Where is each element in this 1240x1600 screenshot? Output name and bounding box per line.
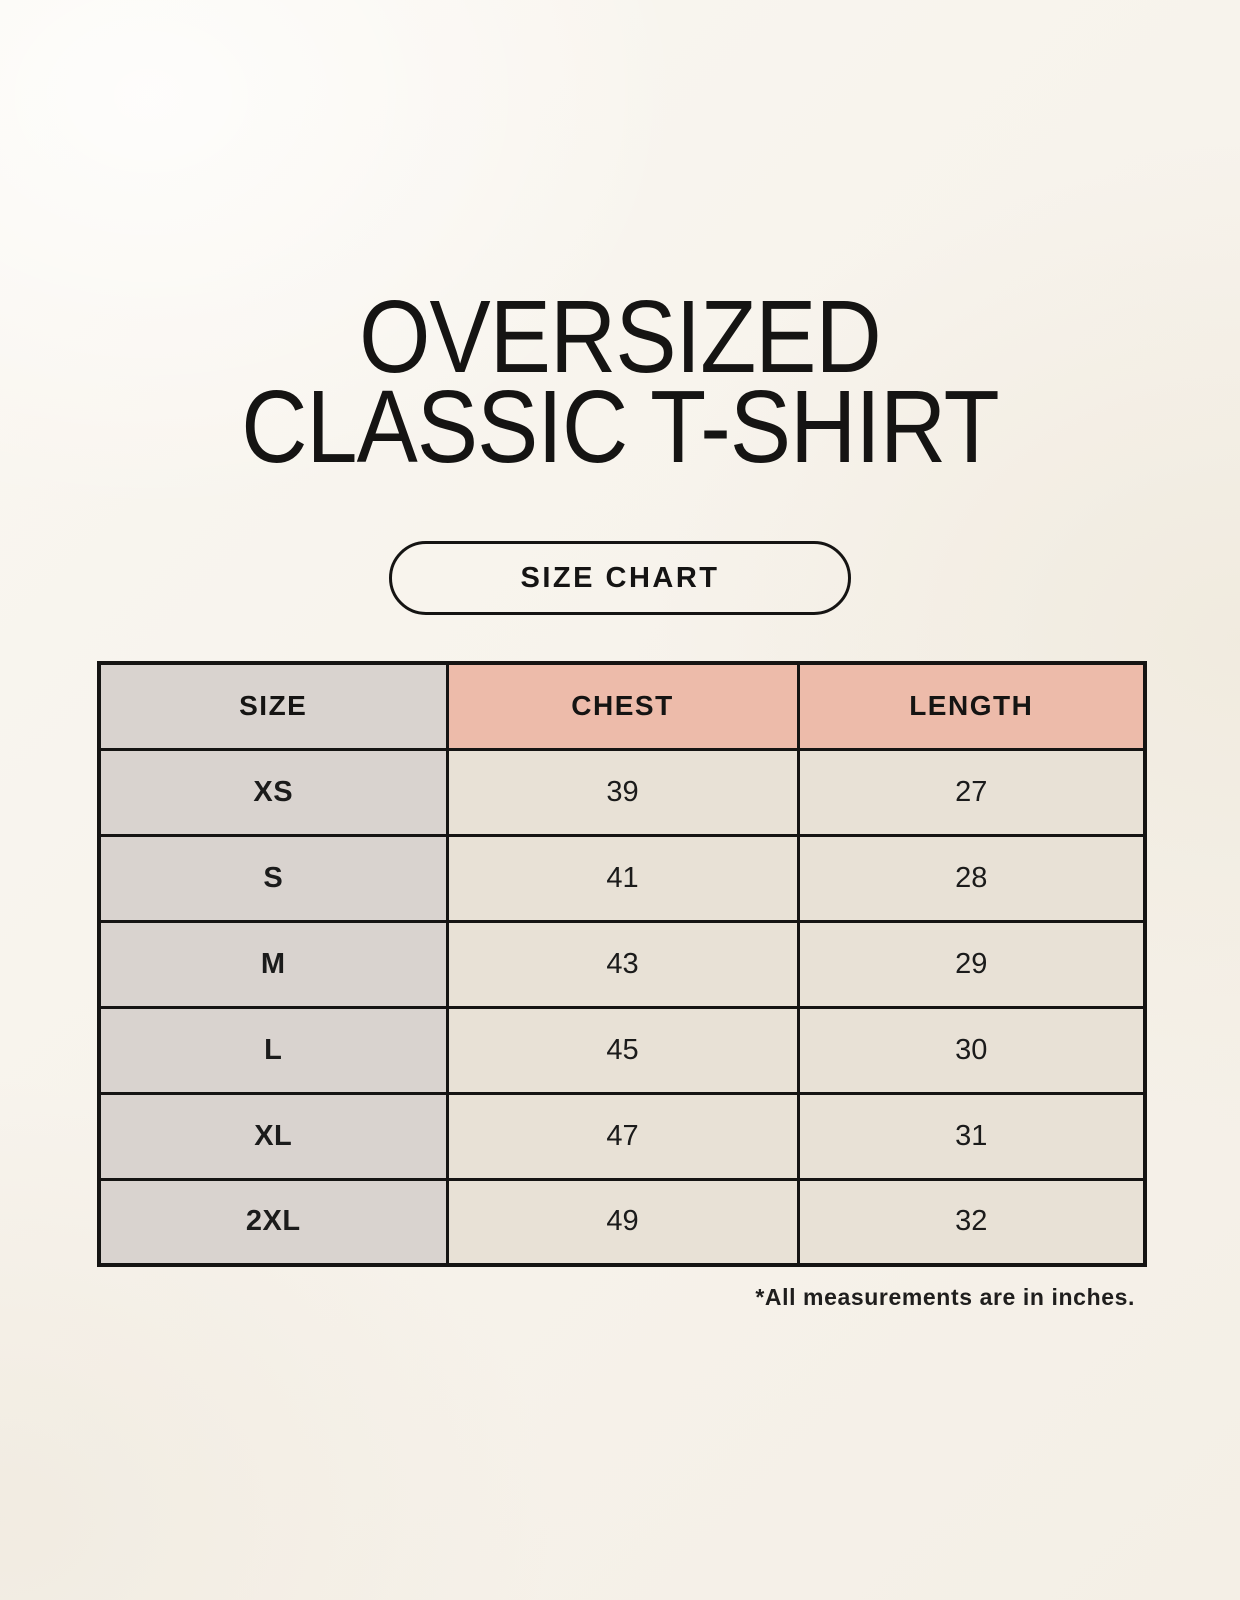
size-cell: S — [97, 833, 449, 923]
size-chart-badge-label: SIZE CHART — [520, 561, 720, 594]
length-cell: 32 — [796, 1177, 1147, 1267]
size-table-header-row: SIZE CHEST LENGTH — [97, 661, 1147, 751]
size-cell: XL — [97, 1091, 449, 1181]
header-cell-chest: CHEST — [445, 661, 800, 751]
chest-cell: 45 — [445, 1005, 800, 1095]
size-cell: L — [97, 1005, 449, 1095]
header-cell-size: SIZE — [97, 661, 449, 751]
chest-cell: 41 — [445, 833, 800, 923]
table-row-m: M 43 29 — [97, 919, 1147, 1009]
table-row-s: S 41 28 — [97, 833, 1147, 923]
chest-cell: 47 — [445, 1091, 800, 1181]
page-title-line-1: OVERSIZED — [359, 279, 882, 394]
length-cell: 30 — [796, 1005, 1147, 1095]
size-table: SIZE CHEST LENGTH XS 39 27 S 41 28 M 43 … — [97, 661, 1147, 1267]
length-cell: 28 — [796, 833, 1147, 923]
length-cell: 29 — [796, 919, 1147, 1009]
table-row-xs: XS 39 27 — [97, 747, 1147, 837]
table-row-l: L 45 30 — [97, 1005, 1147, 1095]
length-cell: 27 — [796, 747, 1147, 837]
size-chart-badge: SIZE CHART — [389, 541, 851, 615]
length-cell: 31 — [796, 1091, 1147, 1181]
size-cell: M — [97, 919, 449, 1009]
chest-cell: 49 — [445, 1177, 800, 1267]
measurements-note: *All measurements are in inches. — [755, 1284, 1135, 1310]
table-row-xl: XL 47 31 — [97, 1091, 1147, 1181]
size-cell: 2XL — [97, 1177, 449, 1267]
table-row-2xl: 2XL 49 32 — [97, 1177, 1147, 1267]
chest-cell: 43 — [445, 919, 800, 1009]
page-title-line-2: CLASSIC T-SHIRT — [241, 368, 999, 484]
chest-cell: 39 — [445, 747, 800, 837]
page-title: OVERSIZED CLASSIC T-SHIRT — [68, 279, 1172, 484]
size-cell: XS — [97, 747, 449, 837]
header-cell-length: LENGTH — [796, 661, 1147, 751]
